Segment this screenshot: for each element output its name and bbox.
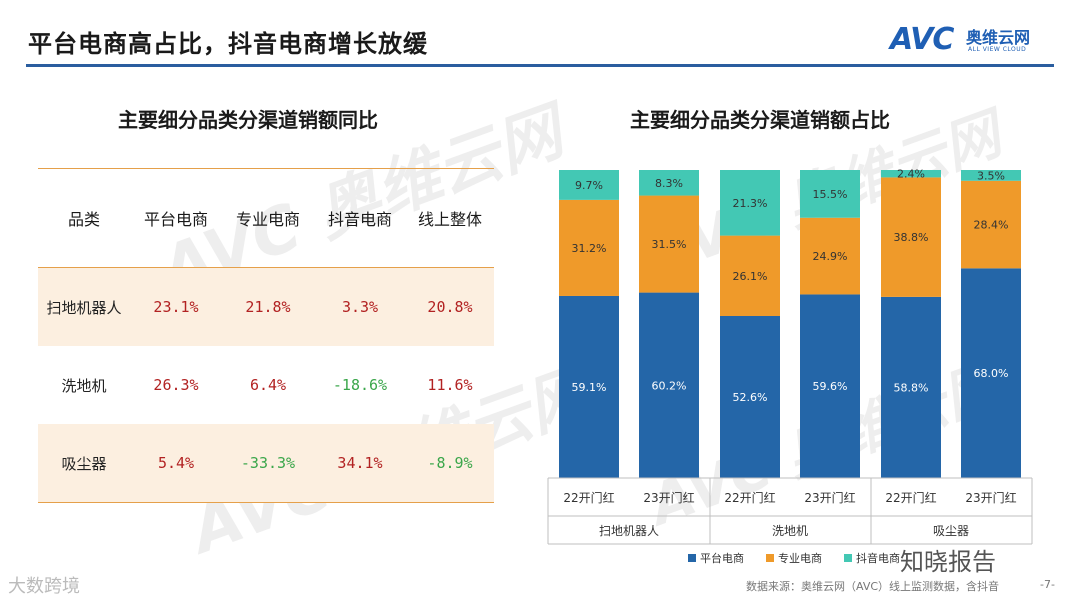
title-divider — [26, 64, 1054, 67]
legend-swatch — [688, 554, 696, 562]
table-row: 洗地机 26.3% 6.4% -18.6% 11.6% — [38, 346, 494, 424]
legend-label: 专业电商 — [778, 551, 822, 565]
value-cell: -8.9% — [427, 454, 473, 472]
data-label: 26.1% — [733, 270, 768, 283]
bar-segment — [881, 170, 941, 178]
page-title: 平台电商高占比，抖音电商增长放缓 — [28, 30, 428, 58]
value-cell: 23.1% — [153, 298, 199, 316]
value-cell: 6.4% — [249, 376, 287, 394]
data-label: 68.0% — [974, 367, 1009, 380]
bar-segment — [881, 296, 941, 478]
yoy-table: 品类 平台电商 专业电商 抖音电商 线上整体 扫地机器人 23.1% 21.8%… — [38, 168, 494, 503]
x-tick-label: 22开门红 — [563, 490, 614, 505]
value-cell: 21.8% — [245, 298, 291, 316]
chart-title: 主要细分品类分渠道销额占比 — [630, 108, 890, 132]
data-label: 31.2% — [572, 242, 607, 255]
bar-segment — [800, 170, 860, 218]
share-chart-svg: 59.1% 31.2% 9.7% 60.2% 31.5% 8.3% 52.6% 26.1% 21… — [547, 168, 1033, 565]
category-cell: 扫地机器人 — [46, 298, 122, 317]
bar-segment — [559, 199, 619, 296]
header-cell: 专业电商 — [235, 210, 300, 229]
x-tick-label: 23开门红 — [804, 490, 855, 505]
data-label: 9.7% — [575, 179, 603, 192]
share-chart: 59.1% 31.2% 9.7% 60.2% 31.5% 8.3% 52.6% 26.1% 21… — [540, 160, 1040, 574]
legend-label: 抖音电商 — [856, 551, 900, 565]
page-number: -7- — [1040, 578, 1055, 591]
value-cell: -33.3% — [240, 454, 296, 472]
watermark-text: 知晓报告 — [900, 548, 996, 576]
header-cell: 平台电商 — [143, 210, 208, 229]
watermark-text: 大数跨境 — [8, 576, 80, 597]
data-label: 58.8% — [894, 381, 929, 394]
legend-label: 平台电商 — [700, 551, 744, 565]
header-cell: 线上整体 — [417, 210, 482, 229]
category-cell: 吸尘器 — [61, 454, 107, 473]
group-label: 扫地机器人 — [599, 524, 659, 538]
bar-segment — [559, 170, 619, 200]
bar-segment — [720, 315, 780, 478]
group-label: 洗地机 — [772, 524, 808, 538]
legend-swatch — [766, 554, 774, 562]
table-row: 吸尘器 5.4% -33.3% 34.1% -8.9% — [38, 424, 494, 503]
value-cell: 20.8% — [427, 298, 473, 316]
value-cell: 3.3% — [341, 298, 379, 316]
logo-mark: AVC — [890, 22, 954, 57]
data-label: 24.9% — [813, 250, 848, 263]
avc-logo: AVC 奥维云网 ALL VIEW CLOUD — [890, 22, 1060, 58]
bar-segment — [800, 217, 860, 295]
category-cell: 洗地机 — [61, 376, 107, 395]
data-source-note: 数据来源：奥维云网（AVC）线上监测数据，含抖音 — [746, 580, 1000, 593]
table-header-row: 品类 平台电商 专业电商 抖音电商 线上整体 — [38, 168, 494, 268]
legend-swatch — [844, 554, 852, 562]
value-cell: 26.3% — [153, 376, 199, 394]
value-cell: 5.4% — [157, 454, 195, 472]
x-tick-label: 22开门红 — [885, 490, 936, 505]
bar-segment — [961, 268, 1021, 478]
data-label: 28.4% — [974, 219, 1009, 232]
data-label: 15.5% — [813, 188, 848, 201]
data-label: 2.4% — [897, 168, 925, 181]
data-label: 59.1% — [572, 381, 607, 394]
bar-segment — [720, 170, 780, 236]
bar-segment — [961, 180, 1021, 269]
x-tick-label: 23开门红 — [965, 490, 1016, 505]
logo-chinese-name: 奥维云网 — [966, 28, 1031, 47]
table-row: 扫地机器人 23.1% 21.8% 3.3% 20.8% — [38, 268, 494, 346]
header-cell: 品类 — [67, 210, 100, 229]
value-cell: -18.6% — [332, 376, 388, 394]
table-title: 主要细分品类分渠道销额同比 — [118, 108, 378, 132]
data-label: 3.5% — [977, 169, 1005, 182]
bar-segment — [639, 170, 699, 196]
data-label: 59.6% — [813, 380, 848, 393]
x-tick-label: 22开门红 — [724, 490, 775, 505]
bar-segment — [720, 235, 780, 316]
header-cell: 抖音电商 — [327, 210, 392, 229]
bar-segment — [800, 294, 860, 478]
bar-segment — [639, 195, 699, 293]
bar-segment — [961, 170, 1021, 181]
bar-segment — [881, 177, 941, 297]
data-label: 31.5% — [652, 238, 687, 251]
x-tick-label: 23开门红 — [643, 490, 694, 505]
data-label: 38.8% — [894, 231, 929, 244]
value-cell: 34.1% — [337, 454, 383, 472]
value-cell: 11.6% — [427, 376, 473, 394]
data-label: 21.3% — [733, 197, 768, 210]
data-label: 8.3% — [655, 177, 683, 190]
data-label: 60.2% — [652, 379, 687, 392]
bar-segment — [559, 295, 619, 478]
data-label: 52.6% — [733, 391, 768, 404]
logo-english-name: ALL VIEW CLOUD — [968, 46, 1027, 53]
bar-segment — [639, 292, 699, 478]
group-label: 吸尘器 — [933, 524, 969, 538]
